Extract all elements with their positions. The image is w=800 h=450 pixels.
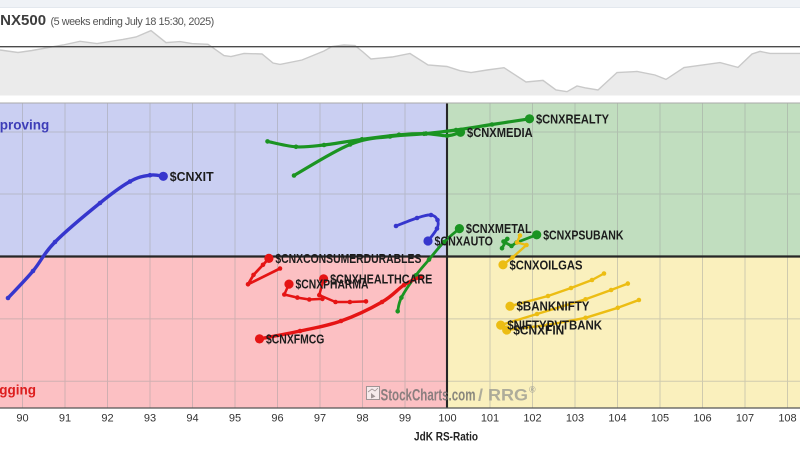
- svg-text:$CNXFMCG: $CNXFMCG: [266, 331, 324, 346]
- svg-text:102: 102: [523, 413, 541, 425]
- svg-text:$CNXPSUBANK: $CNXPSUBANK: [543, 227, 624, 242]
- svg-text:Improving: Improving: [0, 118, 49, 133]
- svg-text:100: 100: [438, 413, 456, 425]
- svg-text:$NIFTYPVTBANK: $NIFTYPVTBANK: [507, 318, 602, 333]
- svg-text:96: 96: [271, 413, 283, 425]
- svg-text:$CNXHEALTHCARE: $CNXHEALTHCARE: [330, 271, 432, 286]
- svg-text:/ RRG: / RRG: [478, 387, 528, 405]
- svg-text:$CNXMETAL: $CNXMETAL: [466, 221, 532, 236]
- svg-text:101: 101: [481, 413, 499, 425]
- svg-text:94: 94: [186, 413, 198, 425]
- svg-text:107: 107: [736, 413, 754, 425]
- svg-text:90: 90: [16, 413, 28, 425]
- svg-text:$CNXIT: $CNXIT: [170, 169, 214, 184]
- svg-text:105: 105: [651, 413, 669, 425]
- svg-text:$CNXMEDIA: $CNXMEDIA: [467, 125, 533, 140]
- svg-text:Lagging: Lagging: [0, 383, 36, 398]
- svg-text:108: 108: [778, 413, 796, 425]
- svg-text:99: 99: [399, 413, 411, 425]
- svg-text:103: 103: [566, 413, 584, 425]
- svg-text:®: ®: [529, 385, 536, 395]
- svg-text:92: 92: [101, 413, 113, 425]
- svg-text:JdK RS-Ratio: JdK RS-Ratio: [414, 430, 478, 444]
- svg-text:$CNXCONSUMERDURABLES: $CNXCONSUMERDURABLES: [275, 251, 421, 266]
- svg-text:95: 95: [229, 413, 241, 425]
- svg-text:93: 93: [144, 413, 156, 425]
- svg-text:$CNXOILGAS: $CNXOILGAS: [510, 257, 583, 272]
- svg-text:106: 106: [693, 413, 711, 425]
- svg-text:98: 98: [356, 413, 368, 425]
- svg-text:$CNXPHARMA: $CNXPHARMA: [296, 277, 369, 292]
- svg-text:97: 97: [314, 413, 326, 425]
- svg-text:$CNXFIN: $CNXFIN: [513, 323, 564, 338]
- svg-text:$BANKNIFTY: $BANKNIFTY: [517, 299, 590, 314]
- svg-text:$CNXREALTY: $CNXREALTY: [536, 111, 609, 126]
- svg-text:$CNXAUTO: $CNXAUTO: [435, 234, 493, 249]
- svg-text:91: 91: [59, 413, 71, 425]
- svg-text:StockCharts.com: StockCharts.com: [381, 387, 476, 405]
- svg-text:104: 104: [608, 413, 626, 425]
